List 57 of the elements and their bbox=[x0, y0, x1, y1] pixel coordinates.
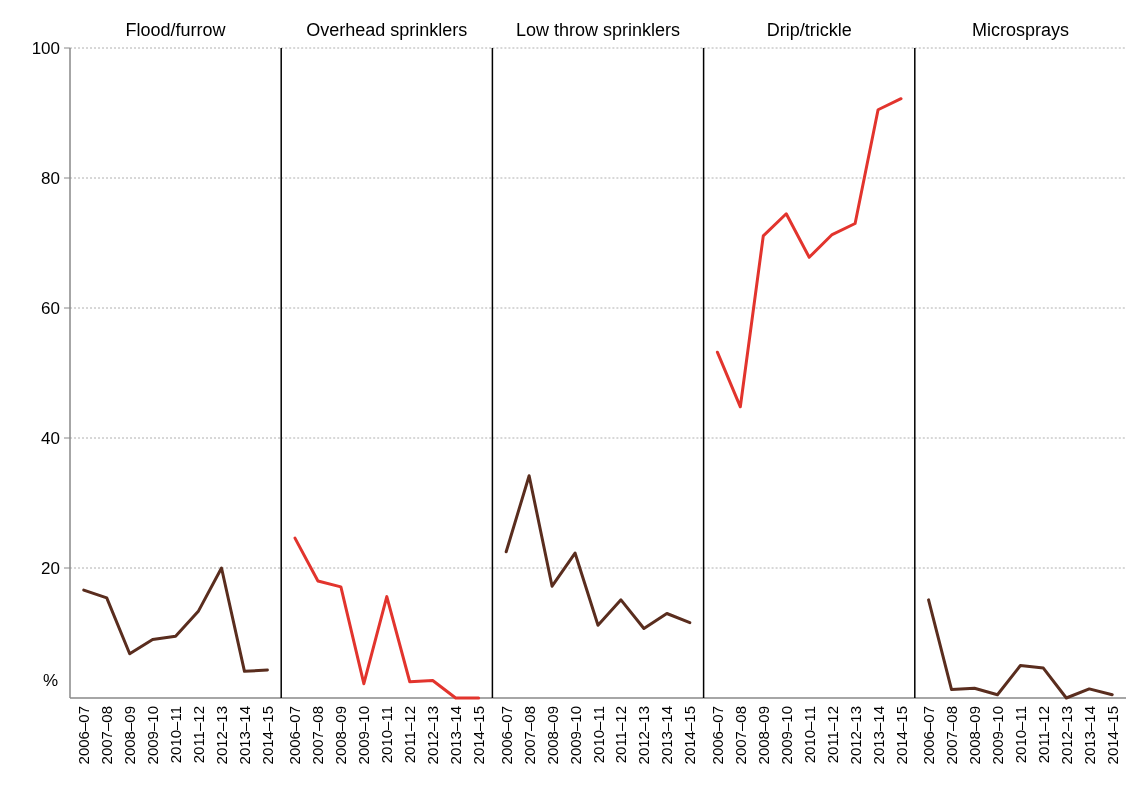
x-tick-label: 2013–14 bbox=[658, 706, 676, 765]
x-tick-label: 2012–13 bbox=[1057, 706, 1075, 765]
line-series bbox=[82, 566, 269, 673]
x-tick-label: 2014–15 bbox=[470, 706, 488, 765]
x-tick-label: 2013–14 bbox=[235, 706, 253, 765]
x-tick-label: 2006–07 bbox=[286, 706, 304, 765]
x-tick-label: 2011–12 bbox=[612, 706, 630, 764]
x-tick-label: 2011–12 bbox=[1034, 706, 1052, 764]
x-tick-label: 2008–09 bbox=[332, 706, 350, 765]
y-tick-label: 80 bbox=[41, 168, 60, 188]
y-tick-label: 100 bbox=[31, 38, 60, 58]
chart-title: Flood/furrow bbox=[125, 20, 227, 40]
x-tick-label: 2006–07 bbox=[497, 706, 515, 765]
x-tick-label: 2007–08 bbox=[731, 706, 749, 765]
x-tick-label: 2014–15 bbox=[1103, 706, 1121, 765]
x-tick-label: 2006–07 bbox=[75, 706, 93, 765]
x-tick-label: 2007–08 bbox=[943, 706, 961, 765]
chart-title: Microsprays bbox=[971, 20, 1069, 40]
x-tick-label: 2013–14 bbox=[869, 706, 887, 765]
x-tick-label: 2012–13 bbox=[846, 706, 864, 765]
x-tick-label: 2007–08 bbox=[98, 706, 116, 765]
x-tick-label: 2008–09 bbox=[121, 706, 139, 765]
x-tick-label: 2009–10 bbox=[355, 706, 373, 765]
x-tick-label: 2014–15 bbox=[892, 706, 910, 765]
x-tick-label: 2010–11 bbox=[800, 706, 818, 764]
x-tick-label: 2008–09 bbox=[543, 706, 561, 765]
x-tick-label: 2013–14 bbox=[1080, 706, 1098, 765]
x-tick-label: 2010–11 bbox=[378, 706, 396, 764]
x-tick-label: 2008–09 bbox=[754, 706, 772, 765]
chart-title: Drip/trickle bbox=[766, 20, 852, 40]
x-tick-label: 2006–07 bbox=[920, 706, 938, 765]
y-tick-label: 60 bbox=[41, 298, 60, 318]
x-tick-label: 2007–08 bbox=[309, 706, 327, 765]
x-tick-label: 2011–12 bbox=[823, 706, 841, 764]
chart-title: Overhead sprinklers bbox=[306, 20, 468, 40]
x-tick-label: 2012–13 bbox=[213, 706, 231, 765]
x-tick-label: 2010–11 bbox=[167, 706, 185, 764]
x-tick-label: 2008–09 bbox=[965, 706, 983, 765]
x-tick-label: 2007–08 bbox=[520, 706, 538, 765]
x-tick-label: 2012–13 bbox=[635, 706, 653, 765]
x-tick-label: 2014–15 bbox=[681, 706, 699, 765]
chart-title: Low throw sprinklers bbox=[515, 20, 681, 40]
x-tick-label: 2011–12 bbox=[190, 706, 208, 764]
y-tick-label: 20 bbox=[41, 558, 60, 578]
x-tick-label: 2010–11 bbox=[589, 706, 607, 764]
x-tick-label: 2012–13 bbox=[424, 706, 442, 765]
x-tick-label: 2009–10 bbox=[144, 706, 162, 765]
x-tick-label: 2011–12 bbox=[401, 706, 419, 764]
x-tick-label: 2009–10 bbox=[566, 706, 584, 765]
y-tick-label: 40 bbox=[41, 428, 60, 448]
x-tick-label: 2009–10 bbox=[988, 706, 1006, 765]
x-tick-label: 2014–15 bbox=[258, 706, 276, 765]
x-tick-label: 2010–11 bbox=[1011, 706, 1029, 764]
x-tick-label: 2013–14 bbox=[447, 706, 465, 765]
x-tick-label: 2009–10 bbox=[777, 706, 795, 765]
x-tick-label: 2006–07 bbox=[708, 706, 726, 765]
y-axis-title: % bbox=[42, 671, 58, 690]
